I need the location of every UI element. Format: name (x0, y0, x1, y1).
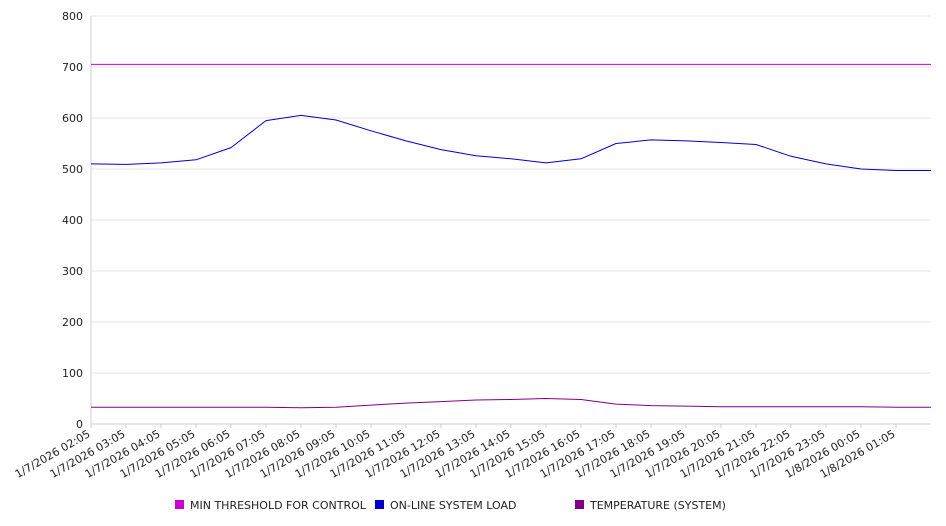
y-tick-label: 0 (76, 418, 83, 431)
series-line-2 (90, 114, 931, 171)
y-tick-label: 600 (62, 112, 83, 125)
legend-swatch (375, 500, 384, 509)
y-tick-label: 200 (62, 316, 83, 329)
series-line-3 (91, 398, 931, 409)
legend-label: TEMPERATURE (SYSTEM) (589, 499, 726, 512)
y-tick-label: 700 (62, 61, 83, 74)
legend-swatch (575, 500, 584, 509)
y-tick-label: 100 (62, 367, 83, 380)
legend-label: MIN THRESHOLD FOR CONTROL (190, 499, 367, 512)
legend: MIN THRESHOLD FOR CONTROL ON-LINE SYSTEM … (175, 499, 726, 512)
series-lines (90, 63, 931, 409)
legend-swatch (175, 500, 184, 509)
y-tick-label: 500 (62, 163, 83, 176)
gridlines (91, 15, 931, 425)
y-tick-label: 300 (62, 265, 83, 278)
legend-label: ON-LINE SYSTEM LOAD (390, 499, 516, 512)
y-tick-label: 800 (62, 10, 83, 23)
y-tick-label: 400 (62, 214, 83, 227)
